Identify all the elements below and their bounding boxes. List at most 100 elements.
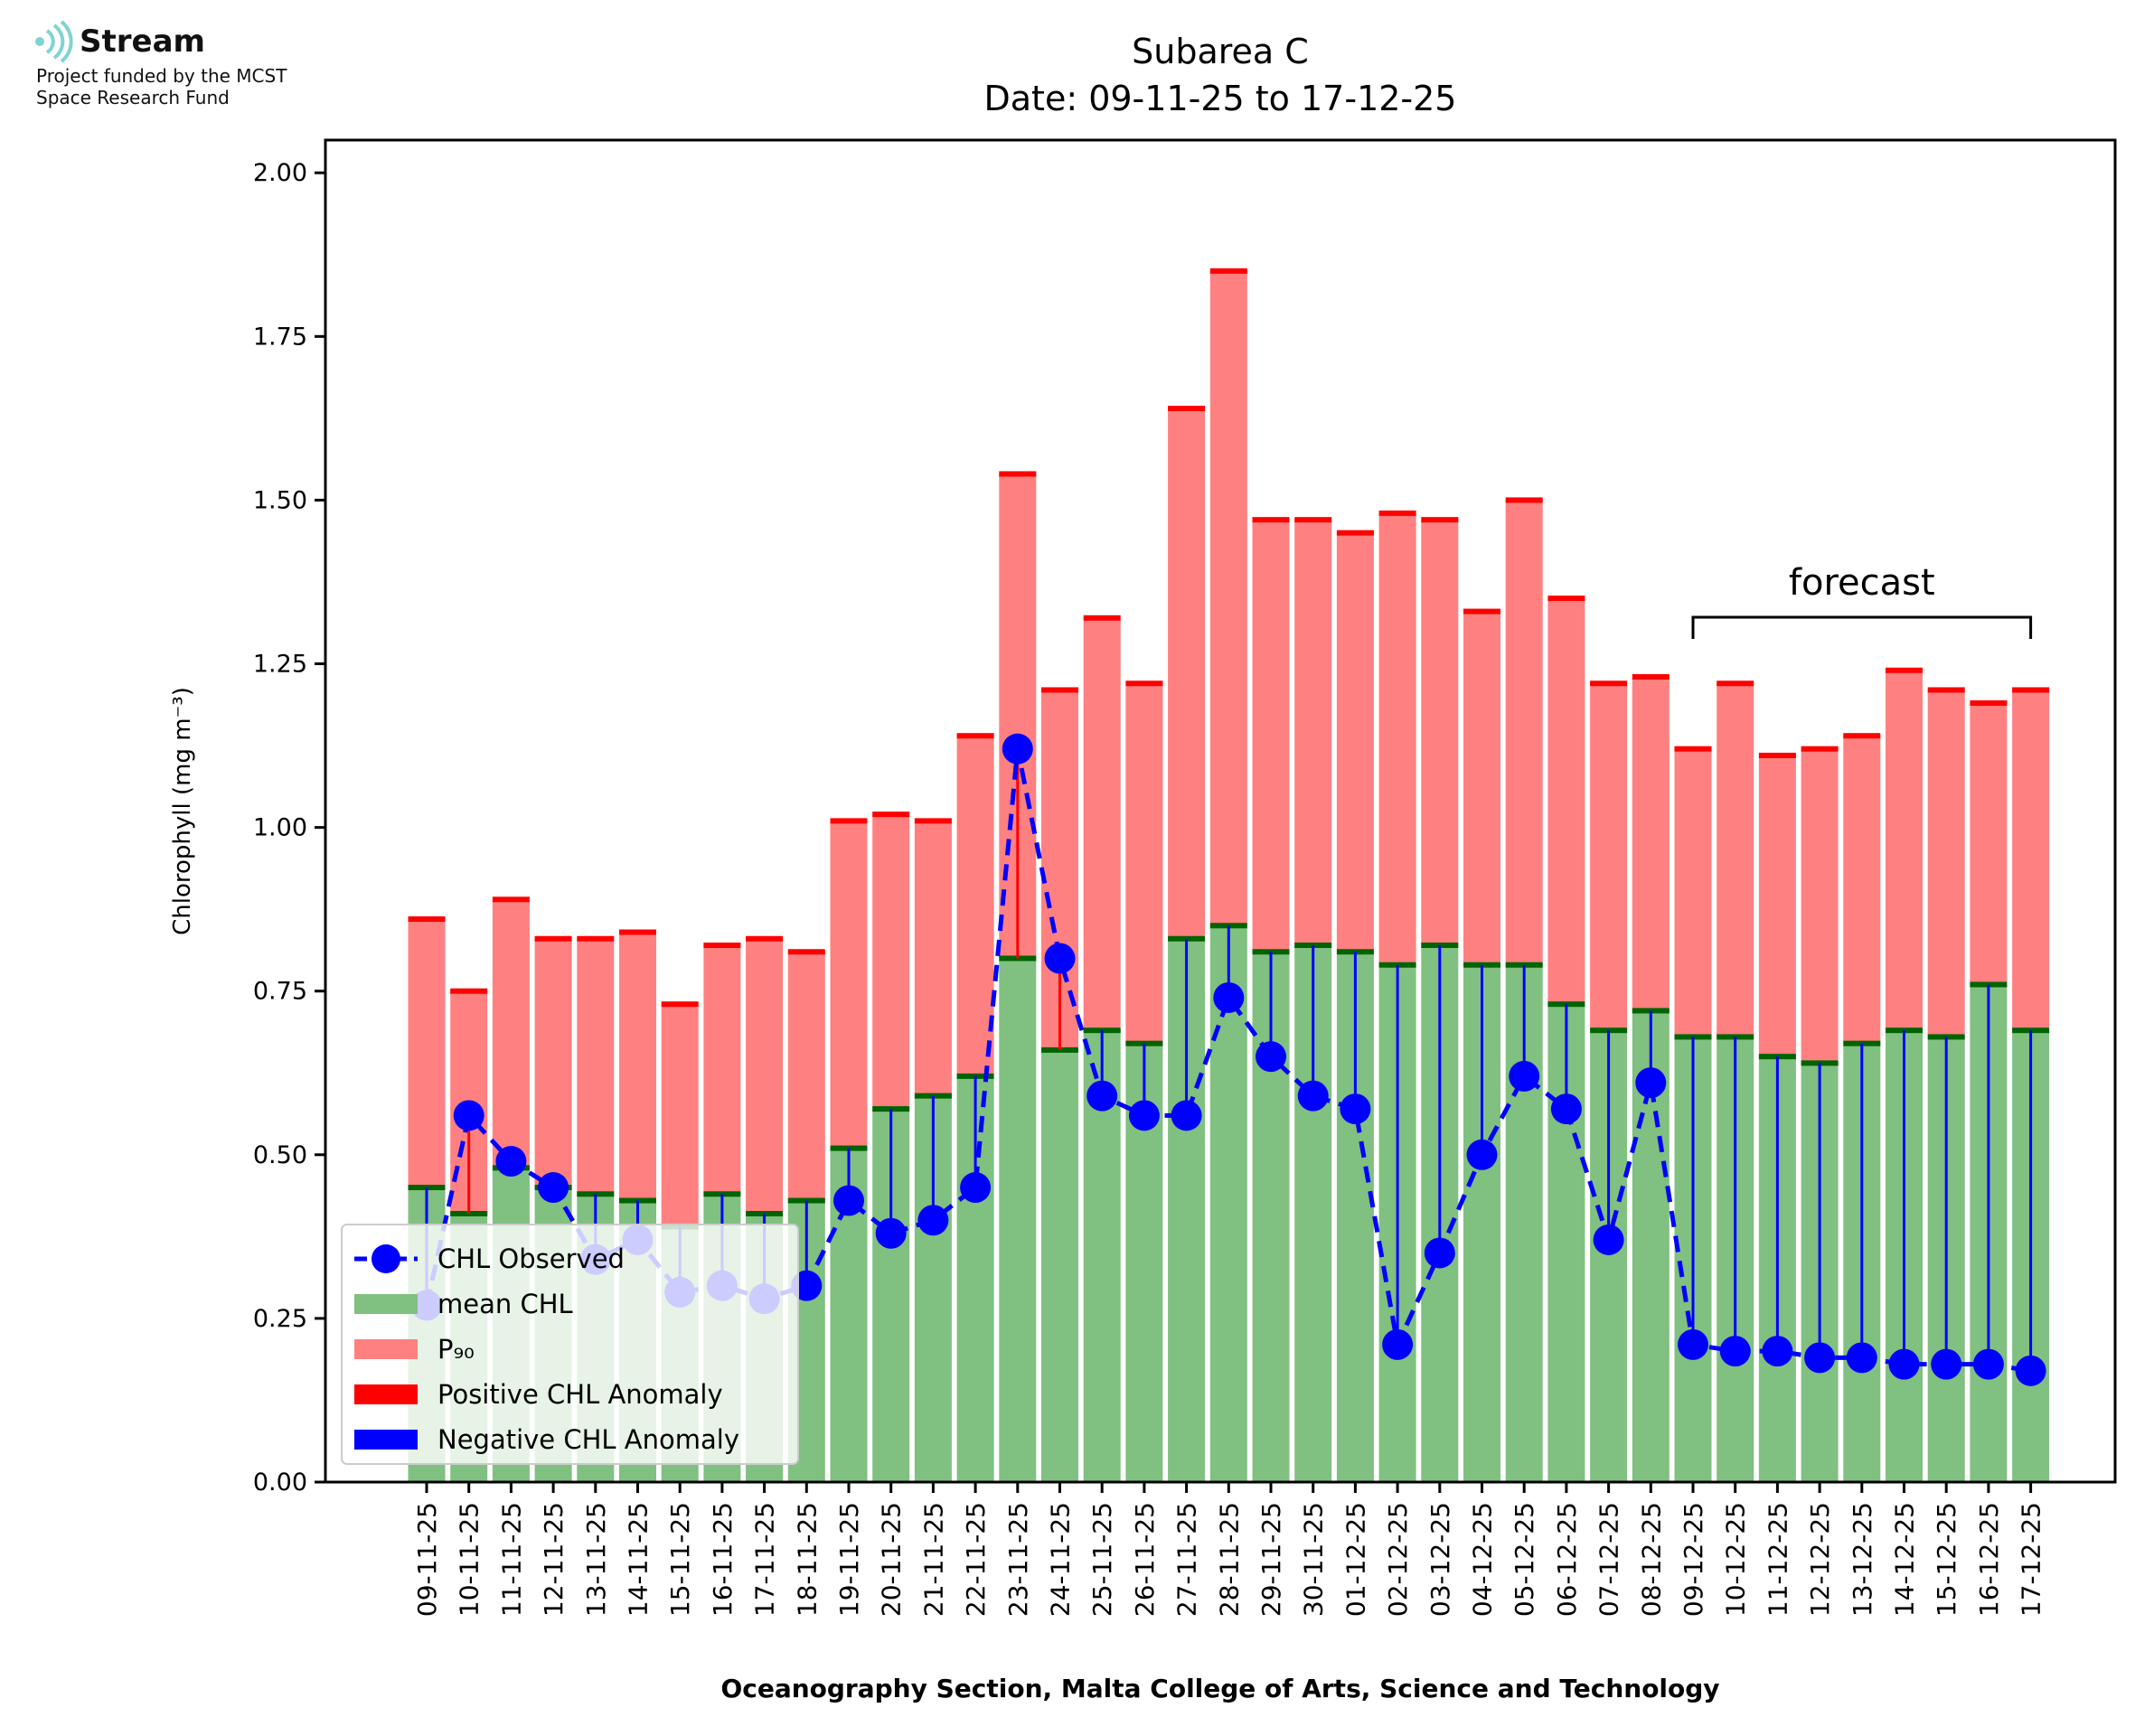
p90-cap	[914, 818, 952, 824]
p90-cap	[1843, 733, 1881, 739]
x-tick-label: 13-11-25	[581, 1502, 611, 1617]
p90-cap	[1421, 517, 1459, 523]
p90-bar	[1252, 520, 1290, 952]
y-axis: 0.00 0.25 0.50 0.75 1.00 1.25 1.50 1.75 2.00	[253, 159, 325, 1497]
p90-bar	[1632, 677, 1670, 1011]
p90-bar	[1590, 683, 1628, 1031]
x-tick-label: 11-11-25	[496, 1502, 526, 1617]
p90-bar	[1294, 520, 1332, 945]
p90-cap	[703, 943, 741, 948]
p90-cap	[1378, 510, 1416, 516]
p90-bar	[2012, 690, 2050, 1031]
x-tick-label: 08-12-25	[1636, 1502, 1666, 1617]
p90-bar	[872, 814, 910, 1110]
p90-cap	[1547, 596, 1585, 602]
x-tick-label: 26-11-25	[1130, 1502, 1160, 1617]
p90-bar	[1843, 736, 1881, 1044]
p90-cap	[1041, 687, 1078, 693]
p90-cap	[1674, 746, 1712, 752]
x-tick-label: 05-12-25	[1510, 1502, 1539, 1617]
x-tick-label: 01-12-25	[1340, 1502, 1370, 1617]
observed-point	[917, 1205, 949, 1236]
x-axis-label: Oceanography Section, Malta College of A…	[720, 1674, 1719, 1703]
p90-cap	[1294, 517, 1332, 523]
p90-cap	[1125, 680, 1163, 687]
p90-bar	[1209, 270, 1247, 926]
x-tick-label: 09-11-25	[412, 1502, 442, 1617]
observed-point	[1846, 1342, 1877, 1374]
legend-patch	[354, 1430, 418, 1450]
legend-observed-marker	[372, 1244, 400, 1273]
p90-bar	[1758, 755, 1796, 1057]
p90-bar	[577, 938, 615, 1195]
p90-bar	[746, 938, 784, 1214]
p90-bar	[1927, 690, 1965, 1037]
p90-cap	[1252, 517, 1290, 523]
p90-bar	[914, 821, 952, 1096]
x-tick-label: 27-11-25	[1172, 1502, 1202, 1617]
p90-bar	[1378, 512, 1416, 965]
p90-bar	[408, 919, 446, 1188]
p90-cap	[1463, 608, 1500, 615]
p90-bar	[492, 899, 530, 1168]
observed-point	[1972, 1348, 2004, 1380]
p90-cap	[746, 935, 784, 942]
x-tick-label: 15-12-25	[1932, 1502, 1961, 1617]
p90-cap	[1886, 667, 1923, 673]
p90-cap	[999, 471, 1037, 477]
observed-point	[1424, 1237, 1455, 1269]
observed-point	[1340, 1093, 1371, 1125]
observed-point	[875, 1217, 907, 1249]
observed-point	[1297, 1080, 1329, 1112]
forecast-bracket	[1691, 615, 2033, 639]
legend-label: CHL Observed	[437, 1243, 625, 1274]
mean-bar	[999, 958, 1037, 1482]
p90-cap	[1168, 406, 1206, 411]
p90-bar	[1505, 500, 1543, 965]
p90-cap	[1717, 680, 1754, 687]
x-tick-label: 30-11-25	[1299, 1502, 1329, 1617]
legend-patch	[354, 1384, 418, 1404]
forecast-label: forecast	[1789, 562, 1935, 604]
observed-point	[495, 1146, 527, 1178]
p90-cap	[1209, 267, 1247, 274]
p90-bar	[703, 945, 741, 1195]
legend-label: Positive CHL Anomaly	[437, 1379, 723, 1410]
y-tick-label: 1.00	[253, 814, 307, 842]
x-tick-label: 06-12-25	[1552, 1502, 1582, 1617]
p90-cap	[787, 949, 825, 955]
x-tick-label: 17-12-25	[2017, 1502, 2046, 1617]
x-tick-label: 07-12-25	[1594, 1502, 1624, 1617]
observed-point	[1888, 1348, 1920, 1380]
observed-point	[1171, 1100, 1202, 1131]
p90-bar	[1168, 408, 1206, 939]
legend-patch	[354, 1339, 418, 1359]
legend-patch	[354, 1294, 418, 1314]
observed-point	[453, 1100, 484, 1131]
p90-bar	[1463, 611, 1500, 965]
observed-point	[1762, 1336, 1793, 1367]
observed-point	[1719, 1336, 1751, 1367]
y-tick-label: 1.50	[253, 486, 307, 514]
x-tick-label: 24-11-25	[1046, 1502, 1076, 1617]
x-tick-label: 29-11-25	[1256, 1502, 1286, 1617]
p90-cap	[2012, 687, 2050, 693]
x-tick-label: 25-11-25	[1087, 1502, 1117, 1617]
x-tick-label: 16-12-25	[1974, 1502, 2004, 1617]
legend-label: mean CHL	[437, 1289, 573, 1319]
p90-bar	[956, 736, 994, 1076]
p90-bar	[1717, 683, 1754, 1037]
p90-bar	[534, 938, 572, 1188]
x-tick-label: 20-11-25	[877, 1502, 907, 1617]
legend-label: P₉₀	[437, 1334, 475, 1365]
legend-box	[341, 1224, 799, 1465]
x-tick-label: 04-12-25	[1468, 1502, 1498, 1617]
observed-point	[1213, 981, 1245, 1013]
observed-point	[1635, 1067, 1667, 1099]
p90-bar	[1125, 683, 1163, 1044]
p90-bar	[1336, 532, 1374, 952]
observed-point	[1931, 1348, 1962, 1380]
logo-funding-line-1: Project funded by the MCST	[36, 65, 287, 87]
x-tick-label: 03-12-25	[1425, 1502, 1455, 1617]
observed-point	[1086, 1080, 1118, 1112]
